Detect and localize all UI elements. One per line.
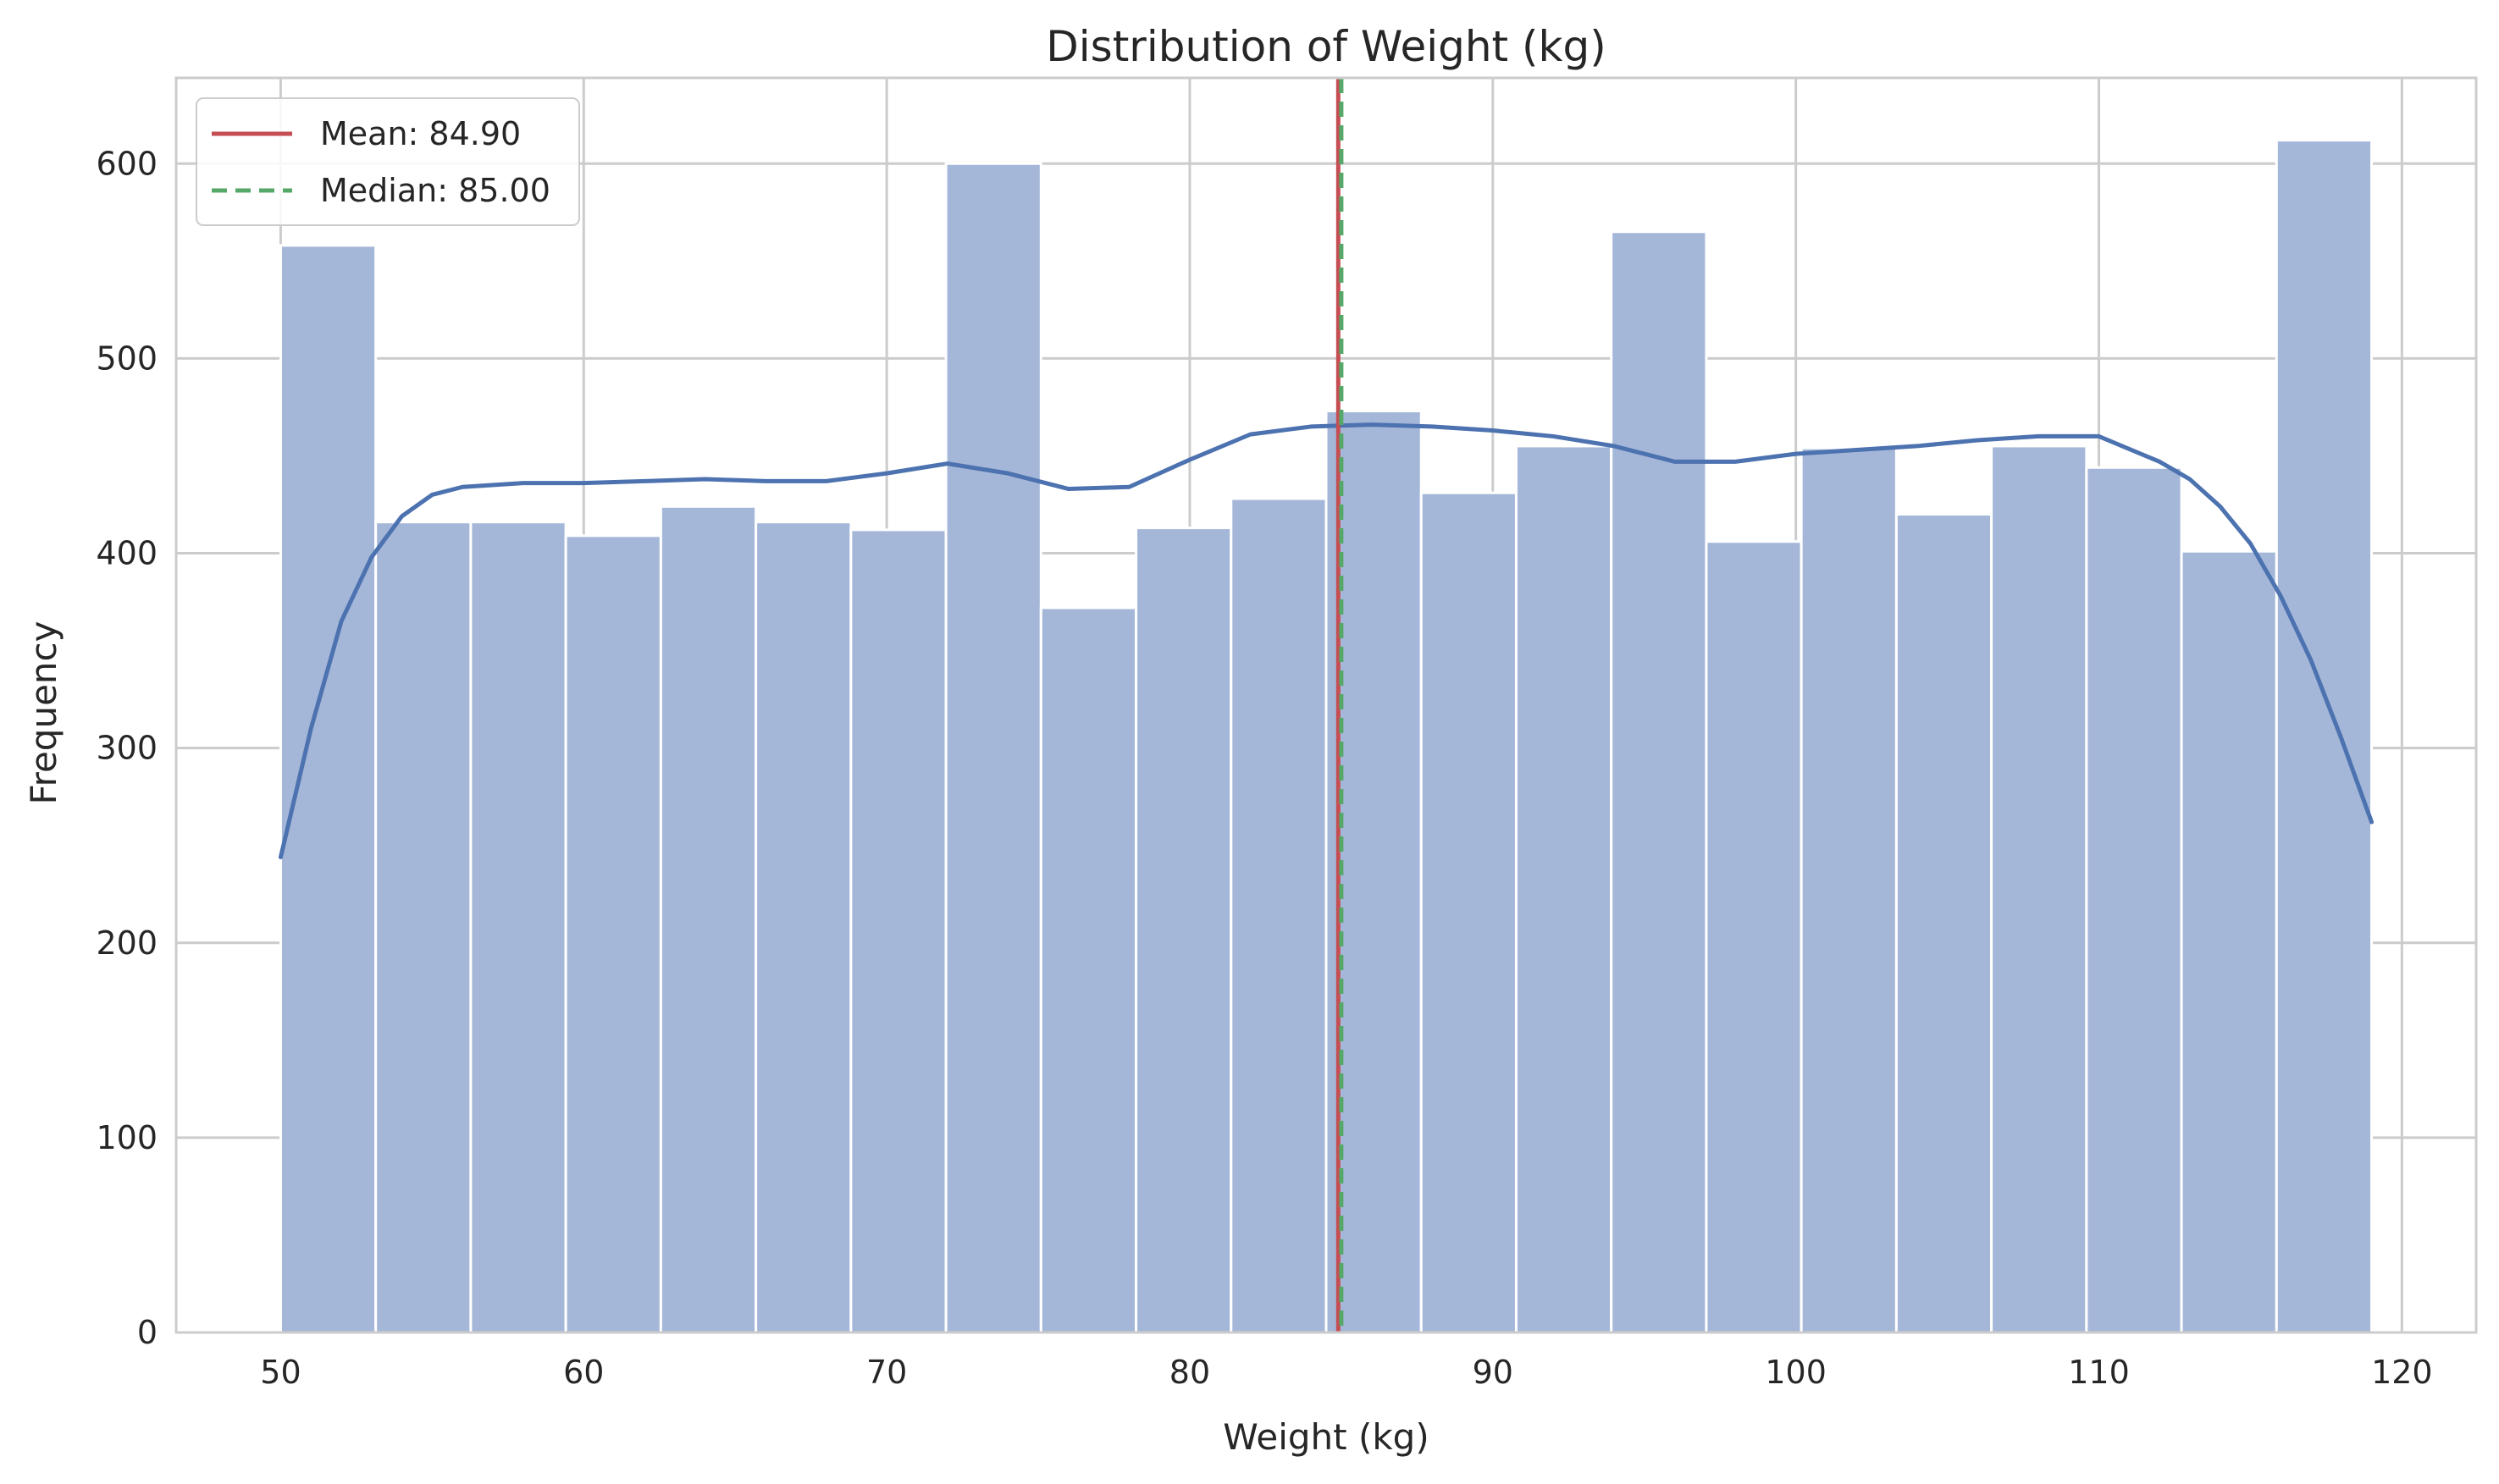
x-axis-label: Weight (kg) (1223, 1416, 1429, 1458)
legend-box (196, 97, 580, 226)
y-tick-label-4: 400 (96, 535, 158, 572)
histogram-bar-20 (2180, 549, 2278, 1334)
histogram-bar-6 (849, 528, 948, 1334)
legend-mean-label: Mean: 84.90 (320, 115, 521, 152)
x-tick-label-4: 90 (1473, 1354, 1513, 1391)
histogram-bar-9 (1135, 527, 1233, 1334)
histogram-bar-4 (659, 505, 758, 1334)
histogram-bar-21 (2275, 139, 2374, 1334)
x-tick-label-6: 110 (2068, 1354, 2130, 1391)
reference-lines (1335, 78, 1344, 1332)
chart-title: Distribution of Weight (kg) (1046, 22, 1606, 71)
y-tick-label-3: 300 (96, 730, 158, 767)
y-tick-label-5: 500 (96, 339, 158, 377)
x-tick-label-3: 80 (1169, 1354, 1210, 1391)
x-tick-label-5: 100 (1765, 1354, 1827, 1391)
y-tick-label-0: 0 (137, 1314, 158, 1351)
histogram-bar-0 (279, 244, 378, 1334)
x-tick-label-1: 60 (563, 1354, 604, 1391)
y-axis-label: Frequency (23, 621, 64, 805)
x-tick-label-0: 50 (260, 1354, 301, 1391)
histogram-bar-14 (1610, 230, 1708, 1334)
histogram-bar-5 (755, 521, 853, 1334)
y-tick-label-6: 600 (96, 145, 158, 182)
histogram-bar-16 (1800, 446, 1898, 1334)
histogram-bars (279, 139, 2374, 1334)
x-axis-ticks: 50 60 70 80 90 100 110 120 (260, 1354, 2432, 1391)
histogram-bar-7 (944, 162, 1042, 1334)
plot-area (174, 76, 2478, 1334)
histogram-bar-13 (1514, 444, 1613, 1334)
x-tick-label-2: 70 (866, 1354, 907, 1391)
y-tick-label-1: 100 (96, 1119, 158, 1156)
histogram-bar-1 (374, 521, 473, 1334)
histogram-bar-8 (1039, 606, 1138, 1334)
kde-line (278, 422, 2375, 859)
histogram-bar-10 (1230, 497, 1328, 1334)
legend: Mean: 84.90 Median: 85.00 (196, 97, 580, 226)
plot-frame (174, 76, 2478, 1334)
histogram-bar-2 (469, 521, 567, 1334)
x-tick-label-7: 120 (2371, 1354, 2433, 1391)
histogram-bar-17 (1894, 512, 1993, 1334)
y-axis-ticks: 0 100 200 300 400 500 600 (96, 145, 158, 1351)
histogram-bar-18 (1990, 444, 2088, 1334)
legend-median-label: Median: 85.00 (320, 172, 550, 209)
histogram-bar-15 (1705, 540, 1803, 1334)
y-tick-label-2: 200 (96, 924, 158, 962)
histogram-bar-3 (564, 534, 662, 1334)
histogram-bar-19 (2085, 466, 2183, 1334)
histogram-bar-12 (1419, 491, 1518, 1334)
